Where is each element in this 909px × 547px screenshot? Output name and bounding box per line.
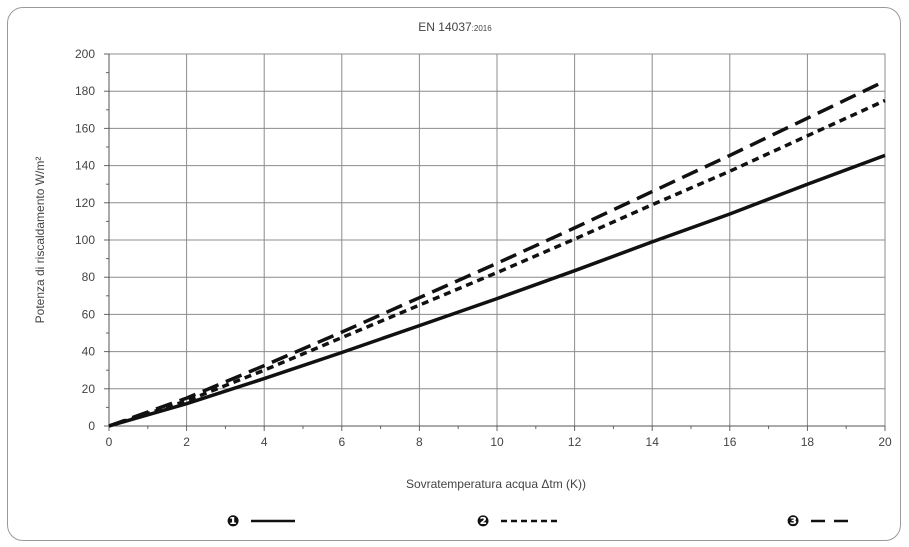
x-tick-label: 16	[723, 435, 737, 449]
series-line-2	[108, 98, 886, 428]
legend-marker-1: ❶	[227, 513, 240, 530]
y-tick-label: 180	[75, 84, 95, 98]
legend-marker-3: ❸	[787, 513, 800, 530]
x-tick-label: 8	[416, 435, 423, 449]
x-axis-title: Sovratemperatura acqua Δtm (K))	[406, 477, 586, 491]
series-line-1	[108, 153, 886, 428]
chart-title-suffix: :2016	[472, 24, 493, 33]
y-tick-label: 160	[75, 121, 95, 135]
legend-marker-2: ❷	[477, 513, 490, 530]
x-tick-label: 0	[106, 435, 113, 449]
label-layer: 0 2 4 6 8 10 12 14 16 18 2002040608010012014016018…	[75, 47, 892, 449]
grid-layer	[108, 53, 886, 427]
y-tick-label: 40	[82, 345, 96, 359]
y-tick-label: 20	[82, 382, 96, 396]
y-tick-label: 100	[75, 233, 95, 247]
series-layer	[108, 79, 886, 428]
x-tick-label: 2	[183, 435, 190, 449]
series-line-3	[108, 79, 886, 428]
x-tick-label: 4	[261, 435, 268, 449]
x-tick-label: 12	[568, 435, 582, 449]
chart-title-main: EN 14037	[418, 20, 472, 34]
legend: ❶ ❷ ❸	[227, 513, 853, 530]
y-tick-label: 140	[75, 159, 95, 173]
x-tick-label: 14	[646, 435, 660, 449]
x-tick-label: 10	[490, 435, 504, 449]
axis-layer	[104, 53, 886, 431]
y-tick-label: 60	[82, 307, 96, 321]
y-tick-label: 0	[88, 419, 95, 433]
chart-title: EN 14037:2016	[418, 20, 492, 34]
y-axis-title: Potenza di riscaldamento W/m²	[33, 157, 47, 324]
y-tick-label: 200	[75, 47, 95, 61]
y-tick-label: 80	[82, 270, 96, 284]
chart-frame	[7, 7, 901, 541]
x-tick-label: 20	[878, 435, 892, 449]
x-tick-label: 6	[338, 435, 345, 449]
y-tick-label: 120	[75, 196, 95, 210]
x-tick-label: 18	[801, 435, 815, 449]
